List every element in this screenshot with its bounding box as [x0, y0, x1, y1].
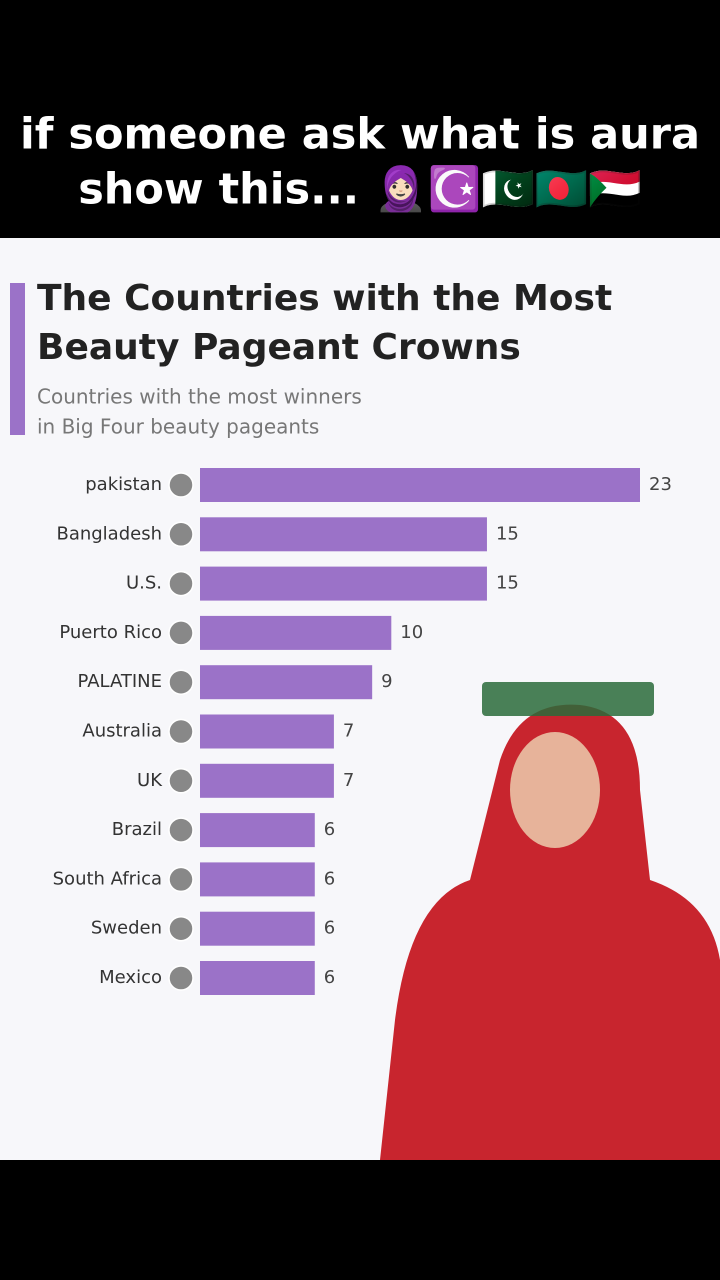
title-accent [10, 283, 25, 435]
flag-icon [168, 472, 194, 498]
value-label: 23 [649, 474, 672, 495]
flag-icon [168, 965, 194, 991]
person-figure [380, 704, 720, 1160]
category-label: UK [137, 770, 163, 791]
value-label: 15 [496, 523, 519, 544]
person-face [510, 732, 600, 848]
flag-icon [168, 768, 194, 794]
value-label: 7 [343, 721, 354, 742]
person-sticker [380, 682, 720, 1160]
caption-line: if someone ask what is aura [20, 110, 700, 160]
flag-icon [168, 620, 194, 646]
category-label: pakistan [85, 474, 162, 495]
flag-icon [168, 718, 194, 745]
bar [200, 665, 373, 700]
category-label: Puerto Rico [59, 622, 162, 643]
flag-icon [168, 915, 194, 942]
chart-subtitle: Countries with the most winners [37, 385, 362, 409]
bar [200, 714, 334, 749]
category-label: Brazil [112, 819, 162, 840]
bar [200, 517, 487, 552]
bar [200, 813, 315, 848]
chart-title: The Countries with the Most [37, 278, 612, 319]
value-label: 10 [400, 622, 423, 643]
value-label: 7 [343, 770, 354, 791]
value-label: 15 [496, 573, 519, 594]
bar [200, 566, 487, 601]
bar [200, 763, 334, 798]
value-label: 6 [324, 967, 335, 988]
flag-icon [168, 866, 194, 893]
chart: pakistan 23 Bangladesh 15 U.S. 15 Puerto Rico 1… [53, 468, 672, 995]
flag-icon [168, 669, 194, 695]
category-label: U.S. [126, 573, 162, 594]
value-label: 6 [324, 918, 335, 939]
category-label: Australia [82, 721, 162, 742]
bar [200, 961, 315, 995]
value-label: 9 [381, 671, 392, 692]
chart-subtitle: in Big Four beauty pageants [37, 415, 319, 439]
category-label: Bangladesh [56, 523, 162, 544]
bar [200, 911, 315, 946]
flag-icon [168, 817, 194, 843]
flag-sticker [482, 682, 654, 716]
value-label: 6 [324, 819, 335, 840]
category-label: Sweden [91, 918, 162, 939]
bar [200, 862, 315, 897]
flag-icon [168, 570, 194, 597]
value-label: 6 [324, 868, 335, 889]
category-label: PALATINE [77, 671, 162, 692]
category-label: Mexico [99, 967, 162, 988]
caption-line: show this... 🧕🏻☪️🇵🇰🇧🇩🇸🇩 [78, 165, 642, 215]
category-label: South Africa [53, 868, 162, 889]
chart-title: Beauty Pageant Crowns [37, 327, 521, 368]
flag-icon [168, 521, 194, 548]
bar [200, 468, 640, 502]
bar [200, 615, 392, 650]
